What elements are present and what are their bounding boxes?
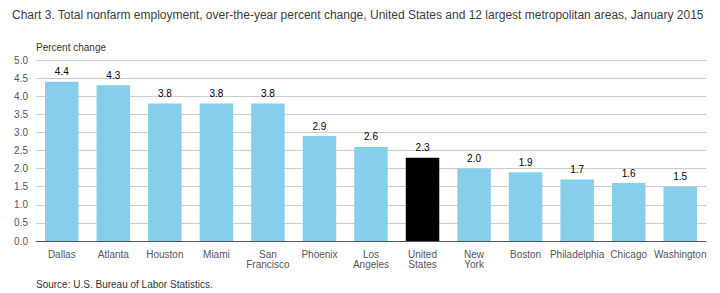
- svg-text:Philadelphia: Philadelphia: [550, 249, 605, 260]
- svg-text:Houston: Houston: [146, 249, 183, 260]
- svg-text:4.3: 4.3: [106, 70, 120, 81]
- svg-text:2.9: 2.9: [313, 121, 327, 132]
- svg-text:Francisco: Francisco: [246, 259, 290, 270]
- svg-text:1.6: 1.6: [622, 168, 636, 179]
- svg-text:Miami: Miami: [203, 249, 230, 260]
- svg-text:2.6: 2.6: [364, 131, 378, 142]
- svg-text:Dallas: Dallas: [48, 249, 76, 260]
- svg-text:Boston: Boston: [510, 249, 541, 260]
- svg-text:1.7: 1.7: [570, 164, 584, 175]
- svg-text:Chicago: Chicago: [610, 249, 647, 260]
- svg-text:5.0: 5.0: [14, 55, 28, 66]
- svg-text:Atlanta: Atlanta: [98, 249, 130, 260]
- svg-text:3.0: 3.0: [14, 127, 28, 138]
- svg-text:New: New: [464, 248, 485, 260]
- svg-text:2.5: 2.5: [14, 145, 28, 156]
- svg-text:2.3: 2.3: [416, 142, 430, 153]
- svg-text:York: York: [464, 259, 485, 270]
- svg-text:Los: Los: [362, 248, 380, 260]
- svg-text:1.9: 1.9: [519, 157, 533, 168]
- svg-text:Washington: Washington: [654, 249, 706, 260]
- svg-text:Percent change: Percent change: [36, 42, 106, 53]
- svg-text:4.0: 4.0: [14, 91, 28, 102]
- svg-text:1.5: 1.5: [14, 181, 28, 192]
- svg-text:4.5: 4.5: [14, 73, 28, 84]
- svg-text:Phoenix: Phoenix: [301, 249, 337, 260]
- svg-text:States: States: [408, 259, 436, 270]
- svg-text:3.5: 3.5: [14, 109, 28, 120]
- svg-text:San: San: [259, 248, 277, 260]
- svg-text:4.4: 4.4: [55, 66, 69, 77]
- svg-text:0.0: 0.0: [14, 236, 28, 247]
- svg-text:United: United: [408, 248, 437, 260]
- svg-text:Source: U.S. Bureau of Labor S: Source: U.S. Bureau of Labor Statistics.: [36, 279, 213, 290]
- svg-text:2.0: 2.0: [467, 153, 481, 164]
- svg-text:3.8: 3.8: [158, 88, 172, 99]
- svg-text:3.8: 3.8: [209, 88, 223, 99]
- svg-text:1.0: 1.0: [14, 199, 28, 210]
- svg-text:3.8: 3.8: [261, 88, 275, 99]
- svg-text:0.5: 0.5: [14, 217, 28, 228]
- svg-text:2.0: 2.0: [14, 163, 28, 174]
- svg-text:Angeles: Angeles: [353, 259, 389, 270]
- svg-text:1.5: 1.5: [673, 171, 687, 182]
- svg-text:Chart 3. Total nonfarm employm: Chart 3. Total nonfarm employment, over-…: [12, 8, 704, 22]
